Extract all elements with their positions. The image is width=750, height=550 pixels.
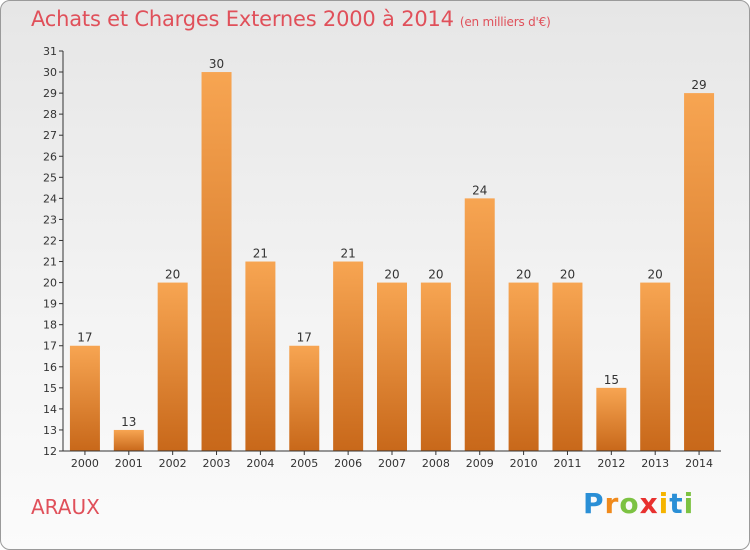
y-tick-label: 25 [43, 171, 57, 184]
y-tick-label: 30 [43, 66, 57, 79]
chart-subtitle: (en milliers d'€) [459, 15, 551, 29]
bar-value-label: 20 [165, 268, 180, 282]
y-tick-label: 19 [43, 298, 57, 311]
bar-value-label: 24 [472, 183, 487, 197]
y-tick-label: 15 [43, 382, 57, 395]
x-tick-label: 2013 [641, 457, 669, 470]
x-tick-label: 2009 [466, 457, 494, 470]
x-tick-label: 2002 [159, 457, 187, 470]
y-tick-label: 17 [43, 340, 57, 353]
bar-value-label: 20 [560, 268, 575, 282]
bar [464, 198, 495, 451]
bar-value-label: 13 [121, 415, 136, 429]
logo-letter: i [683, 487, 695, 520]
x-tick-label: 2012 [597, 457, 625, 470]
place-name: ARAUX [31, 495, 100, 519]
y-tick-label: 18 [43, 319, 57, 332]
y-axis: 12 13 14 15 16 17 18 19 20 21 22 23 24 25 26 27 28 29 30 31 [43, 45, 64, 458]
bar-value-label: 20 [648, 268, 663, 282]
y-tick-label: 12 [43, 445, 57, 458]
y-tick-label: 16 [43, 361, 57, 374]
x-tick-label: 2011 [553, 457, 581, 470]
bar-value-label: 20 [428, 268, 443, 282]
y-tick-label: 21 [43, 256, 57, 269]
x-tick-label: 2010 [510, 457, 538, 470]
bar-value-label: 29 [691, 78, 706, 92]
bar [377, 282, 407, 451]
logo-letter: o [619, 487, 640, 520]
x-tick-label: 2003 [203, 457, 231, 470]
bar-value-label: 21 [340, 247, 355, 261]
y-tick-label: 20 [43, 277, 57, 290]
bar-value-label: 17 [297, 331, 312, 345]
bar [333, 261, 364, 451]
x-tick-label: 2006 [334, 457, 362, 470]
bar-value-label: 17 [77, 331, 92, 345]
y-tick-label: 26 [43, 150, 57, 163]
chart-title-text: Achats et Charges Externes 2000 à 2014 [31, 7, 454, 31]
bar [113, 429, 144, 451]
x-tick-label: 2008 [422, 457, 450, 470]
bar [552, 282, 583, 451]
y-tick-label: 29 [43, 87, 57, 100]
bar [157, 282, 188, 451]
bar [508, 282, 539, 451]
chart-title: Achats et Charges Externes 2000 à 2014 (e… [31, 7, 551, 31]
y-tick-label: 13 [43, 424, 57, 437]
logo-letter: r [604, 487, 620, 520]
bar [684, 93, 715, 452]
x-axis: 2000 2001 2002 2003 2004 2005 2006 2007 2008 2009… [63, 450, 721, 470]
logo-letter: t [669, 487, 684, 520]
bar-value-label: 20 [516, 268, 531, 282]
bar-value-label: 15 [604, 373, 619, 387]
y-tick-label: 27 [43, 129, 57, 142]
y-tick-label: 22 [43, 234, 57, 247]
x-tick-label: 2005 [290, 457, 318, 470]
x-tick-label: 2007 [378, 457, 406, 470]
proxiti-logo: Proxiti [583, 487, 694, 520]
bar [201, 72, 232, 451]
y-tick-label: 23 [43, 213, 57, 226]
y-tick-label: 14 [43, 403, 57, 416]
bar [640, 282, 671, 451]
bar-value-label: 30 [209, 57, 224, 71]
y-tick-label: 31 [43, 45, 57, 58]
x-tick-label: 2004 [246, 457, 274, 470]
x-tick-label: 2000 [71, 457, 99, 470]
x-tick-label: 2001 [115, 457, 143, 470]
bars: 17 13 20 30 21 17 21 20 20 24 20 20 15 20 29 [69, 57, 715, 452]
bar-value-label: 21 [253, 247, 268, 261]
bar-value-label: 20 [384, 268, 399, 282]
bar [420, 282, 451, 451]
y-tick-label: 28 [43, 108, 57, 121]
logo-letter: i [658, 487, 670, 520]
logo-letter: P [583, 487, 605, 520]
logo-letter: x [639, 487, 659, 520]
y-tick-label: 24 [43, 192, 57, 205]
bar [289, 345, 320, 451]
bar [69, 345, 100, 451]
x-tick-label: 2014 [685, 457, 713, 470]
bar [245, 261, 276, 451]
bar [596, 387, 627, 451]
